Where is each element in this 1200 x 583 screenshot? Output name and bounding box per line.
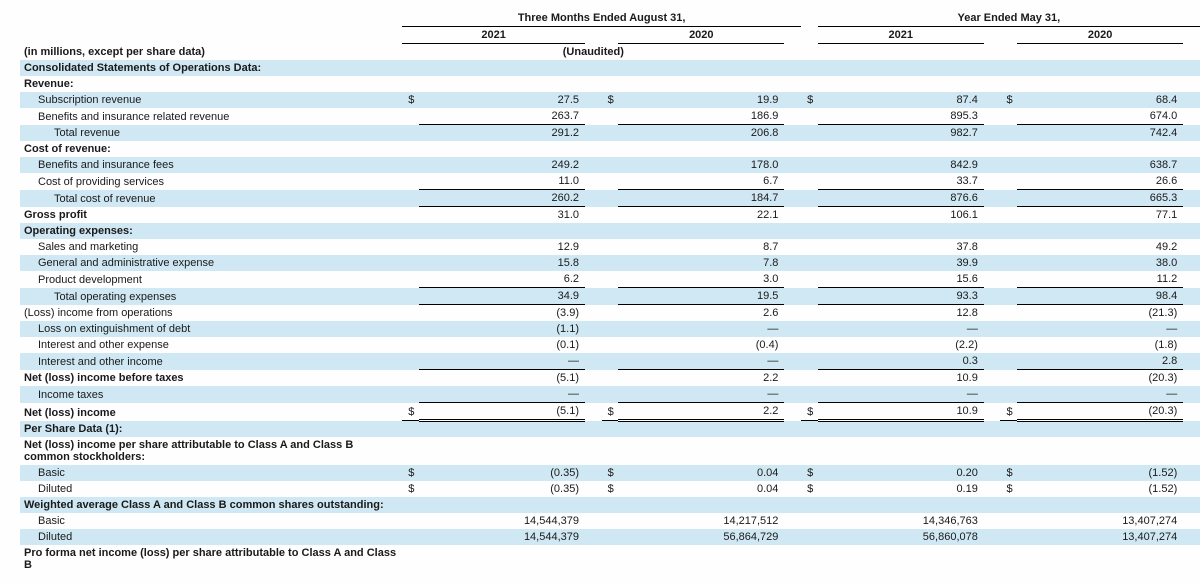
section-shares: Weighted average Class A and Class B com… bbox=[20, 497, 402, 513]
row-net-income: Net (loss) income bbox=[20, 403, 402, 421]
row-gross-profit: Gross profit bbox=[20, 207, 402, 224]
period-header-year: Year Ended May 31, bbox=[818, 10, 1200, 27]
row-income-tax: Income taxes bbox=[20, 386, 402, 403]
col-2020a: 2020 bbox=[618, 27, 784, 44]
col-2021b: 2021 bbox=[818, 27, 984, 44]
row-eps-diluted: Diluted bbox=[20, 481, 402, 497]
row-total-revenue: Total revenue bbox=[20, 125, 402, 142]
row-net-before-tax: Net (loss) income before taxes bbox=[20, 370, 402, 387]
row-eps-basic: Basic bbox=[20, 465, 402, 481]
row-cost-services: Cost of providing services bbox=[20, 173, 402, 190]
row-benefits-fees: Benefits and insurance fees bbox=[20, 157, 402, 173]
row-ga: General and administrative expense bbox=[20, 255, 402, 271]
col-2021a: 2021 bbox=[402, 27, 585, 44]
units-note: (in millions, except per share data) bbox=[20, 44, 402, 61]
row-total-cost: Total cost of revenue bbox=[20, 190, 402, 207]
row-op-income: (Loss) income from operations bbox=[20, 305, 402, 322]
row-product-dev: Product development bbox=[20, 271, 402, 288]
section-cost: Cost of revenue: bbox=[20, 141, 402, 157]
period-header-three-months: Three Months Ended August 31, bbox=[402, 10, 801, 27]
section-revenue: Revenue: bbox=[20, 76, 402, 92]
row-eps-header: Net (loss) income per share attributable… bbox=[20, 437, 402, 465]
row-proforma: Pro forma net income (loss) per share at… bbox=[20, 545, 402, 573]
unaudited-label: (Unaudited) bbox=[402, 44, 784, 61]
row-debt-ext: Loss on extinguishment of debt bbox=[20, 321, 402, 337]
statement-title: Consolidated Statements of Operations Da… bbox=[20, 60, 402, 76]
row-subscription: Subscription revenue bbox=[20, 92, 402, 108]
row-int-expense: Interest and other expense bbox=[20, 337, 402, 353]
row-shares-basic: Basic bbox=[20, 513, 402, 529]
section-per-share: Per Share Data (1): bbox=[20, 421, 402, 437]
row-benefits-rev: Benefits and insurance related revenue bbox=[20, 108, 402, 125]
row-total-opex: Total operating expenses bbox=[20, 288, 402, 305]
row-shares-diluted: Diluted bbox=[20, 529, 402, 545]
financial-statement-table: Three Months Ended August 31, Year Ended … bbox=[20, 10, 1200, 573]
col-2020b: 2020 bbox=[1017, 27, 1183, 44]
row-int-income: Interest and other income bbox=[20, 353, 402, 370]
row-sales-marketing: Sales and marketing bbox=[20, 239, 402, 255]
section-opex: Operating expenses: bbox=[20, 223, 402, 239]
